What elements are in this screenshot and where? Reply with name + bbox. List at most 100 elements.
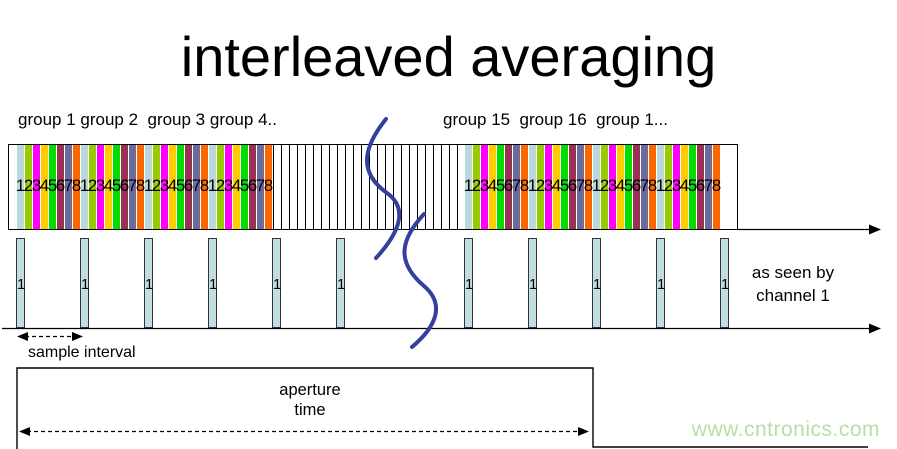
- strip-slot-number: 2: [215, 176, 226, 195]
- strip-slot-empty: [433, 145, 441, 229]
- strip-slot-number: 8: [263, 176, 274, 195]
- strip-slot-3: 3: [544, 145, 553, 229]
- strip-slot-number: 2: [599, 176, 610, 195]
- strip-slot-empty: [417, 145, 425, 229]
- strip-slot-8: 8: [648, 145, 657, 229]
- channel1-bar-number: 1: [657, 276, 666, 293]
- strip-slot-6: 6: [248, 145, 257, 229]
- strip-slot-4: 4: [168, 145, 177, 229]
- strip-slot-6: 6: [55, 145, 66, 229]
- strip-slot-1: 1: [592, 145, 601, 229]
- channel1-note-line1: as seen by: [751, 263, 835, 282]
- strip-timeline-arrowhead-icon: [869, 224, 881, 235]
- strip-slot-empty: [441, 145, 449, 229]
- channel1-sample-bar: 1: [656, 238, 665, 328]
- channel1-bar-number: 1: [273, 276, 282, 293]
- strip-slot-number: 6: [183, 176, 194, 195]
- strip-slot-8: 8: [263, 145, 274, 229]
- strip-slot-number: 6: [631, 176, 642, 195]
- strip-slot-number: 8: [71, 176, 82, 195]
- strip-slot-1: 1: [463, 145, 474, 229]
- strip-slot-6: 6: [696, 145, 705, 229]
- strip-slot-3: 3: [672, 145, 681, 229]
- channel1-timeline-arrowhead-icon: [869, 323, 881, 334]
- strip-slot-number: 8: [519, 176, 530, 195]
- aperture-arrowhead-right-icon: [578, 427, 589, 436]
- strip-slot-number: 7: [255, 176, 266, 195]
- strip-slot-number: 1: [463, 176, 474, 195]
- channel1-bar-number: 1: [17, 276, 26, 293]
- channel1-sample-bar: 1: [592, 238, 601, 328]
- strip-slot-empty: [273, 145, 281, 229]
- strip-slot-2: 2: [472, 145, 481, 229]
- strip-slot-number: 1: [143, 176, 154, 195]
- strip-slot-2: 2: [664, 145, 673, 229]
- strip-slot-number: 1: [15, 176, 26, 195]
- sample-interval-arrowhead-right-icon: [72, 332, 83, 341]
- strip-slot-number: 1: [79, 176, 90, 195]
- strip-slot-number: 4: [231, 176, 242, 195]
- channel1-sample-bar: 1: [16, 238, 25, 328]
- strip-slot-number: 7: [63, 176, 74, 195]
- strip-slot-4: 4: [551, 145, 562, 229]
- strip-slot-empty: [457, 145, 465, 229]
- strip-slot-empty: [337, 145, 345, 229]
- channel1-bar-number: 1: [529, 276, 538, 293]
- strip-slot-number: 8: [711, 176, 722, 195]
- channel1-sample-bar: 1: [144, 238, 153, 328]
- strip-slot-number: 7: [575, 176, 586, 195]
- strip-slot-number: 3: [95, 176, 106, 195]
- channel1-sample-bar: 1: [208, 238, 217, 328]
- strip-slot-5: 5: [176, 145, 185, 229]
- strip-slot-number: 7: [639, 176, 650, 195]
- channel1-bar-number: 1: [721, 276, 730, 293]
- channel1-sample-bar: 1: [528, 238, 537, 328]
- strip-slot-5: 5: [624, 145, 633, 229]
- strip-slot-8: 8: [71, 145, 82, 229]
- strip-slot-7: 7: [703, 145, 714, 229]
- strip-slot-white: [729, 145, 737, 229]
- strip-slot-empty: [369, 145, 377, 229]
- strip-slot-number: 2: [151, 176, 162, 195]
- strip-slot-number: 5: [495, 176, 506, 195]
- strip-slot-number: 2: [87, 176, 98, 195]
- strip-slot-3: 3: [32, 145, 41, 229]
- strip-slot-number: 4: [551, 176, 562, 195]
- strip-slot-number: 4: [103, 176, 114, 195]
- strip-slot-4: 4: [616, 145, 625, 229]
- channel1-note-line2: channel 1: [756, 286, 830, 305]
- strip-slot-empty: [449, 145, 457, 229]
- group-labels-right: group 15 group 16 group 1...: [443, 110, 668, 129]
- strip-slot-number: 2: [535, 176, 546, 195]
- strip-slot-8: 8: [711, 145, 722, 229]
- channel1-bar-number: 1: [145, 276, 154, 293]
- strip-slot-empty: [329, 145, 337, 229]
- strip-slot-empty: [305, 145, 313, 229]
- strip-slot-white: [721, 145, 729, 229]
- sample-interval-arrowhead-left-icon: [17, 332, 28, 341]
- strip-slot-3: 3: [159, 145, 170, 229]
- strip-slot-number: 7: [191, 176, 202, 195]
- strip-slot-7: 7: [63, 145, 74, 229]
- strip-slot-number: 1: [527, 176, 538, 195]
- strip-slot-7: 7: [128, 145, 137, 229]
- strip-slot-2: 2: [535, 145, 546, 229]
- channel1-bar-number: 1: [465, 276, 474, 293]
- strip-slot-number: 3: [159, 176, 170, 195]
- aperture-label-line2: time: [294, 400, 326, 419]
- strip-slot-4: 4: [488, 145, 497, 229]
- channel1-note: as seen by channel 1: [735, 261, 851, 307]
- strip-slot-number: 3: [607, 176, 618, 195]
- strip-slot-number: 6: [55, 176, 66, 195]
- strip-slot-empty: [361, 145, 369, 229]
- strip-slot-number: 8: [199, 176, 210, 195]
- strip-slot-7: 7: [639, 145, 650, 229]
- strip-slot-number: 7: [703, 176, 714, 195]
- strip-slot-8: 8: [135, 145, 146, 229]
- strip-slot-empty: [385, 145, 393, 229]
- strip-slot-1: 1: [527, 145, 538, 229]
- channel1-bar-number: 1: [81, 276, 90, 293]
- strip-slot-number: 8: [135, 176, 146, 195]
- strip-slot-number: 4: [679, 176, 690, 195]
